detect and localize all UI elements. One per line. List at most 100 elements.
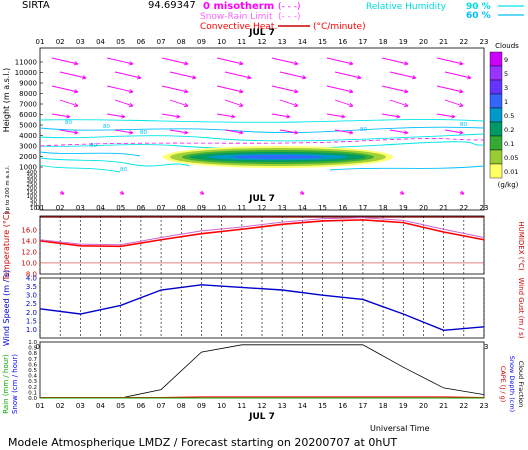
height-tick-9000: 9000 [19, 80, 37, 88]
cape-axis-label: CAPE (J / g) [499, 366, 507, 403]
clouds-scale-label-0.05: 0.05 [504, 154, 518, 162]
top-hour-label-09: 09 [197, 38, 206, 46]
rh-contour-label: 80 [120, 167, 127, 173]
clouds-scale-swatch [489, 93, 503, 109]
temp-tick-14.0: 14.0 [21, 237, 37, 245]
temp-hour-label-15: 15 [318, 204, 327, 212]
site-label: SIRTA [22, 0, 50, 11]
low-height-tick-150: 150 [27, 190, 38, 196]
wind-arrow [51, 57, 79, 66]
clouds-scale-unit: (g/kg) [498, 181, 519, 189]
precip-hour-label-bottom-13: 13 [278, 402, 287, 410]
top-date-label: JUL 7 [248, 28, 275, 38]
top-hour-label-18: 18 [379, 38, 388, 46]
wind-tick-2.0: 2.0 [26, 309, 37, 317]
low-height-tick-10: 10 [30, 206, 37, 212]
precip-hour-label-bottom-12: 12 [258, 402, 267, 410]
wind-arrow [114, 129, 134, 135]
wind-arrow [444, 71, 472, 80]
precip-hour-label-bottom-23: 23 [480, 402, 489, 410]
wind-tick-4.0: 4.0 [26, 275, 37, 283]
height-tick-7000: 7000 [19, 101, 37, 109]
cloud-water-area [233, 155, 323, 159]
temperature-line [39, 219, 485, 248]
precip-hour-label-bottom-18: 18 [379, 402, 388, 410]
cloud-fraction-axis-label: Cloud Fraction [517, 361, 525, 408]
precip-hour-label-bottom-01: 01 [36, 402, 45, 410]
temp-hour-label-17: 17 [358, 204, 367, 212]
temp-hour-label-18: 18 [379, 204, 388, 212]
low-height-tick-50: 50 [30, 198, 37, 204]
wind-tick-3.5: 3.5 [26, 283, 37, 291]
top-hour-label-01: 01 [36, 38, 45, 46]
low-height-tick-250: 250 [27, 182, 38, 188]
temp-hour-label-11: 11 [237, 204, 246, 212]
temp-hour-label-03: 03 [76, 204, 85, 212]
wind-arrow [161, 57, 189, 66]
wind-arrow [59, 190, 65, 195]
temp-hour-label-21: 21 [439, 204, 448, 212]
wind-arrow [271, 85, 299, 94]
height-tick-10000: 10000 [15, 69, 37, 77]
low-height-tick-200: 200 [27, 186, 38, 192]
temp-hour-label-13: 13 [278, 204, 287, 212]
clouds-scale-label-5: 5 [504, 70, 508, 78]
precip-hour-label-bottom-10: 10 [217, 402, 226, 410]
height-tick-6000: 6000 [19, 111, 37, 119]
temp-tick-12.0: 12.0 [21, 248, 37, 256]
humidex-axis-label: HUMIDEX (°C) [517, 221, 525, 270]
wind-arrow [381, 85, 409, 94]
low-height-tick-400: 400 [27, 170, 38, 176]
top-hour-label-07: 07 [157, 38, 166, 46]
top-hour-label-17: 17 [358, 38, 367, 46]
precip-tick-1.0: 1.0 [28, 340, 37, 346]
precip-hour-label-bottom-21: 21 [439, 402, 448, 410]
clouds-scale-swatch [489, 65, 503, 81]
clouds-scale-label-0.01: 0.01 [504, 168, 518, 176]
wind-arrow [444, 129, 464, 135]
wind-arrow [59, 71, 87, 80]
temp-hour-label-10: 10 [217, 204, 226, 212]
precip-tick-0.2: 0.2 [28, 385, 37, 391]
clouds-scale-label-1: 1 [504, 98, 508, 106]
clouds-scale-title: Clouds [495, 42, 519, 50]
height-tick-3000: 3000 [19, 143, 37, 151]
precip-tick-0.6: 0.6 [28, 362, 37, 368]
wind-arrow [326, 57, 354, 66]
temp-axis-label: Temperature (°C) [2, 211, 11, 281]
wind-arrow [216, 113, 236, 119]
top-hour-label-11: 11 [237, 38, 246, 46]
wind-arrow [161, 85, 189, 94]
precip-panel-frame [39, 341, 485, 399]
humidex-line [39, 217, 485, 246]
low-height-tick-300: 300 [27, 178, 38, 184]
top-hour-label-20: 20 [419, 38, 428, 46]
clouds-scale-label-0.2: 0.2 [504, 126, 514, 134]
precip-tick-0.9: 0.9 [28, 346, 37, 352]
height-tick-2000: 2000 [19, 153, 37, 161]
clouds-scale-swatch [489, 79, 503, 95]
top-hour-label-23: 23 [480, 38, 489, 46]
clouds-scale-swatch [489, 51, 503, 67]
precip-hour-label-bottom-04: 04 [96, 402, 105, 410]
rh-contour [39, 164, 121, 173]
precip-hour-label-bottom-08: 08 [177, 402, 186, 410]
precip-hour-label-bottom-17: 17 [358, 402, 367, 410]
top-hour-label-16: 16 [338, 38, 347, 46]
precip-tick-0.8: 0.8 [28, 351, 37, 357]
wind-arrow [326, 85, 354, 94]
clouds-scale-swatch [489, 107, 503, 123]
wind-arrow [279, 129, 299, 135]
top-hour-label-12: 12 [258, 38, 267, 46]
cape-line [40, 396, 485, 398]
top-hour-label-14: 14 [298, 38, 307, 46]
temp-hour-label-02: 02 [56, 204, 65, 212]
wind-arrow [216, 85, 244, 94]
wind-arrow [224, 129, 244, 135]
wind-speed-axis-label: Wind Speed (m / s) [2, 270, 11, 346]
rh-contour-label: 80 [360, 127, 367, 133]
wind-arrow [169, 71, 197, 80]
snow-depth-axis-label: Snow Depth (cm) [508, 356, 516, 412]
temp-hour-label-08: 08 [177, 204, 186, 212]
